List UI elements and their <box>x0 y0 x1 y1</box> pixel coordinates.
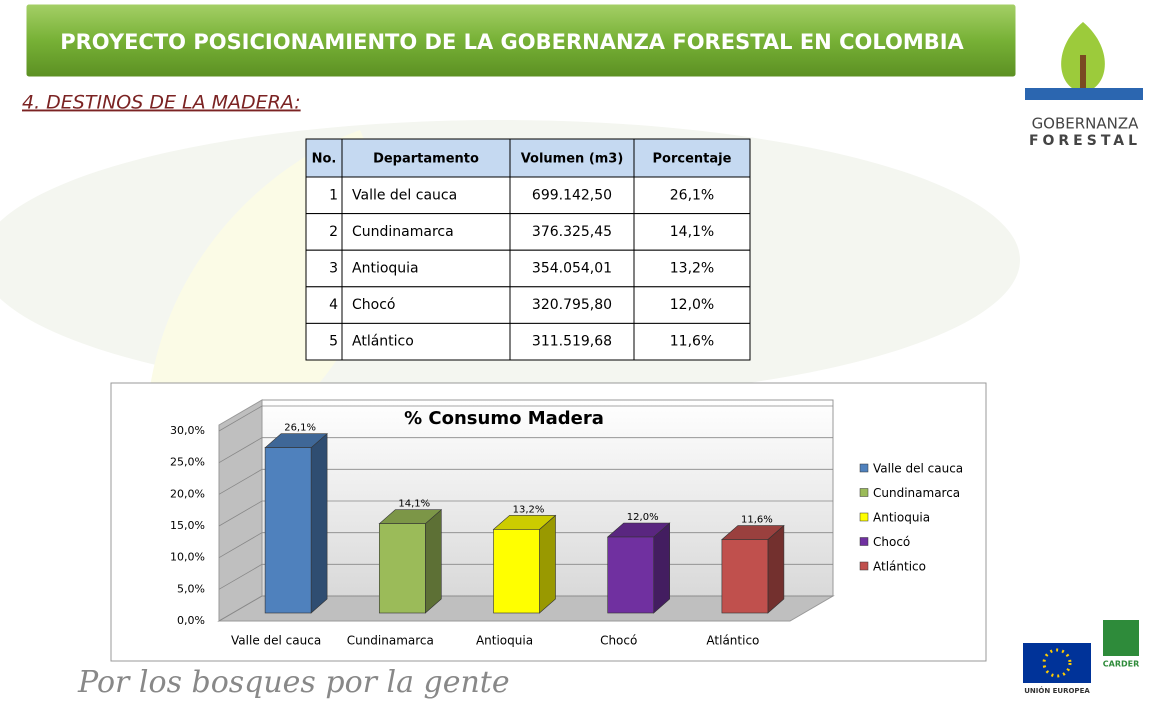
legend-label: Cundinamarca <box>873 486 960 500</box>
table-cell: 13,2% <box>670 261 714 277</box>
logo-trunk <box>1080 55 1086 100</box>
legend-label: Valle del cauca <box>873 462 963 476</box>
bar-side <box>653 522 670 614</box>
data-label: 11,6% <box>741 515 773 526</box>
bar-side <box>310 433 328 614</box>
table-cell: 354.054,01 <box>532 261 612 277</box>
legend-label: Atlántico <box>873 560 926 574</box>
slogan: Por los bosques por la gente <box>77 665 510 700</box>
bar-side <box>767 524 785 614</box>
legend-swatch <box>859 561 869 571</box>
table-row <box>305 176 751 215</box>
legend-label: Antioquia <box>873 511 930 525</box>
x-tick-label: Chocó <box>600 634 637 648</box>
table-cell: 5 <box>329 334 338 350</box>
column-header: No. <box>312 152 337 167</box>
table-cell: 4 <box>329 297 338 313</box>
column-header: Volumen (m3) <box>521 152 624 167</box>
side-wall <box>218 399 263 622</box>
grid-line <box>218 500 833 527</box>
legend-swatch <box>859 512 869 522</box>
table-cell: 376.325,45 <box>532 224 612 240</box>
table-cell: 311.519,68 <box>532 334 612 350</box>
table-cell: Atlántico <box>352 334 414 350</box>
table-cell: 11,6% <box>670 334 714 350</box>
table-cell: Chocó <box>352 297 395 313</box>
table-cell: Antioquia <box>352 261 419 277</box>
carder-label: CARDER <box>1103 660 1140 669</box>
table-row <box>305 322 751 361</box>
y-tick-label: 15,0% <box>170 519 205 532</box>
y-tick-label: 25,0% <box>170 456 205 469</box>
bar <box>264 447 312 614</box>
x-tick-label: Valle del cauca <box>231 634 321 648</box>
eu-stars <box>1042 648 1072 678</box>
y-tick-label: 20,0% <box>170 487 205 500</box>
logo: GOBERNANZA FORESTAL <box>1017 15 1153 153</box>
y-tick-label: 0,0% <box>177 614 205 627</box>
data-label: 13,2% <box>513 504 545 515</box>
x-tick-label: Antioquia <box>476 634 533 648</box>
y-tick-label: 5,0% <box>177 582 205 595</box>
bar <box>378 523 426 614</box>
chart-title: % Consumo Madera <box>404 408 604 429</box>
slide-title: PROYECTO POSICIONAMIENTO DE LA GOBERNANZ… <box>60 30 964 54</box>
bar-side <box>425 509 442 614</box>
legend-swatch <box>859 488 869 497</box>
bar <box>721 539 769 614</box>
table-cell: 1 <box>329 187 338 203</box>
logo-text: FORESTAL <box>1029 133 1141 149</box>
logo-text: GOBERNANZA <box>1032 115 1140 133</box>
table-cell: 12,0% <box>670 297 714 313</box>
carder-logo <box>1103 620 1139 656</box>
table-cell: 2 <box>329 224 338 240</box>
data-label: 12,0% <box>627 512 659 523</box>
table-cell: 14,1% <box>670 224 714 240</box>
table-cell: 3 <box>329 261 338 277</box>
x-tick-label: Atlántico <box>706 634 759 648</box>
legend-label: Chocó <box>873 535 910 549</box>
bar <box>493 529 540 614</box>
table-cell: Valle del cauca <box>352 187 457 203</box>
grid-line <box>218 468 833 495</box>
table-cell: 26,1% <box>670 187 714 203</box>
table-cell: Cundinamarca <box>352 224 454 240</box>
column-header: Porcentaje <box>653 152 732 167</box>
table-cell: 320.795,80 <box>532 297 612 313</box>
grid-line <box>218 405 833 432</box>
x-tick-label: Cundinamarca <box>347 634 434 648</box>
section-heading: 4. DESTINOS DE LA MADERA: <box>22 92 301 114</box>
bar <box>607 536 655 614</box>
bar-side <box>539 514 556 614</box>
data-label: 26,1% <box>284 423 316 434</box>
data-label: 14,1% <box>398 499 430 510</box>
table-row <box>305 286 751 324</box>
y-tick-label: 10,0% <box>170 551 205 564</box>
legend-swatch <box>859 463 869 473</box>
column-header: Departamento <box>373 152 479 167</box>
eu-label: UNIÓN EUROPEA <box>1024 686 1090 695</box>
legend-swatch <box>859 537 869 546</box>
table-row <box>305 249 751 288</box>
logo-people <box>1025 88 1143 100</box>
y-tick-label: 30,0% <box>170 424 205 437</box>
grid-line <box>218 437 833 464</box>
table: No. Departamento Volumen (m3) Porcentaje 1 Va… <box>305 138 751 361</box>
header-row <box>305 138 751 178</box>
table-cell: 699.142,50 <box>532 187 612 203</box>
chart: 0,0% 5,0% 10,0% 15,0% 20,0% 25,0% 30,0% Valle d… <box>170 399 963 648</box>
table-row <box>305 213 751 251</box>
